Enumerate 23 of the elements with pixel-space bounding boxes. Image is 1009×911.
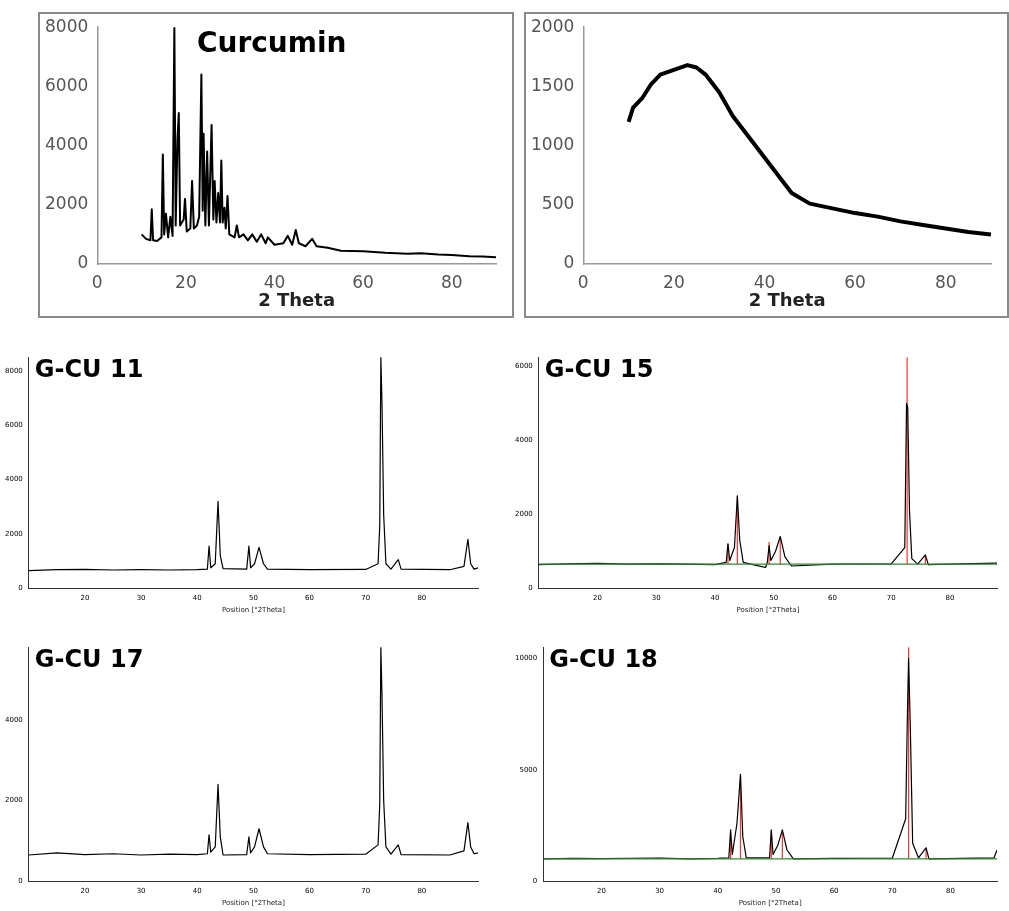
- y-tick-label: 2000: [45, 193, 89, 214]
- y-tick-label: 0: [563, 252, 575, 273]
- y-tick-label: 6000: [45, 74, 89, 95]
- y-tick-label: 4000: [45, 134, 89, 155]
- y-tick-label: 0: [77, 252, 89, 273]
- chart-title: G-CU 15: [544, 355, 654, 384]
- x-tick-label: 80: [934, 271, 957, 292]
- y-tick-label: 2000: [531, 15, 575, 36]
- y-tick-label: 500: [541, 193, 575, 214]
- y-tick-label: 8000: [45, 15, 89, 36]
- y-tick-label: 1000: [531, 134, 575, 155]
- x-tick-label: 80: [440, 271, 463, 292]
- chart-title: G-CU 11: [34, 355, 144, 384]
- chart-title: G-CU 18: [549, 645, 658, 674]
- x-tick-label: 20: [175, 271, 197, 292]
- x-tick-label: 20: [663, 271, 685, 292]
- x-tick-label: 0: [577, 271, 589, 292]
- y-tick-label: 1500: [531, 74, 575, 95]
- chart-title: G-CU 17: [34, 645, 144, 674]
- x-tick-label: 60: [352, 271, 374, 292]
- x-tick-label: 60: [844, 271, 866, 292]
- chart-title: Curcumin: [196, 26, 347, 60]
- x-tick-label: 0: [91, 271, 103, 292]
